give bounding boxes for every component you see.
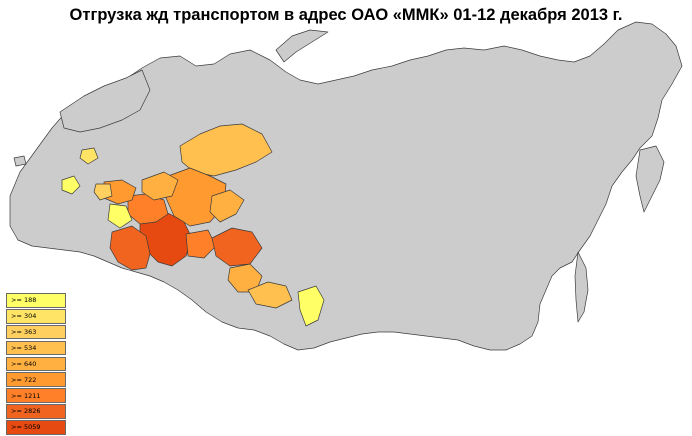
legend-item: 304 bbox=[6, 308, 66, 324]
map-region-kamchatka[interactable] bbox=[635, 145, 665, 213]
map-region-russia[interactable] bbox=[9, 21, 683, 351]
map-region-omsk[interactable] bbox=[211, 227, 263, 267]
legend-value: 304 bbox=[11, 312, 36, 320]
map-region-ulyanovsk[interactable] bbox=[93, 183, 113, 201]
legend-item: 2826 bbox=[6, 404, 66, 419]
map-region-novaya-zemlya[interactable] bbox=[275, 29, 329, 63]
map-region-altai[interactable] bbox=[247, 281, 293, 309]
map-region-kurgan[interactable] bbox=[185, 229, 217, 259]
legend-item: 722 bbox=[6, 372, 66, 388]
legend-value: 2826 bbox=[11, 407, 41, 415]
legend-value: 363 bbox=[11, 328, 36, 336]
map-region-sakhalin[interactable] bbox=[574, 251, 589, 323]
map-region-perm[interactable] bbox=[141, 171, 179, 201]
legend-value: 534 bbox=[11, 344, 36, 352]
legend-value: 5059 bbox=[11, 423, 41, 431]
legend-item: 534 bbox=[6, 340, 66, 356]
legend-value: 722 bbox=[11, 376, 36, 384]
legend-item: 5059 bbox=[6, 420, 66, 435]
map-region-kaliningrad[interactable] bbox=[13, 155, 27, 167]
map-region-kemerovo[interactable] bbox=[297, 285, 325, 327]
map-title: Отгрузка жд транспортом в адрес ОАО «ММК… bbox=[69, 6, 623, 24]
map-region-tyumen[interactable] bbox=[209, 189, 245, 223]
legend-value: 1211 bbox=[11, 392, 41, 400]
legend-item: 640 bbox=[6, 356, 66, 372]
map-region-orenburg[interactable] bbox=[109, 225, 151, 271]
map-region-vologda[interactable] bbox=[79, 147, 99, 165]
legend-item: 363 bbox=[6, 324, 66, 340]
legend-value: 640 bbox=[11, 360, 36, 368]
map-region-northwest[interactable] bbox=[59, 69, 151, 133]
map-region-moscow[interactable] bbox=[61, 175, 81, 195]
map-region-samara[interactable] bbox=[107, 203, 133, 229]
legend-item: 1211 bbox=[6, 388, 66, 403]
legend-item: 188 bbox=[6, 293, 66, 308]
legend: 188 304 363 534 640 722 1211 2826 5059 bbox=[6, 293, 66, 436]
legend-value: 188 bbox=[11, 296, 36, 304]
